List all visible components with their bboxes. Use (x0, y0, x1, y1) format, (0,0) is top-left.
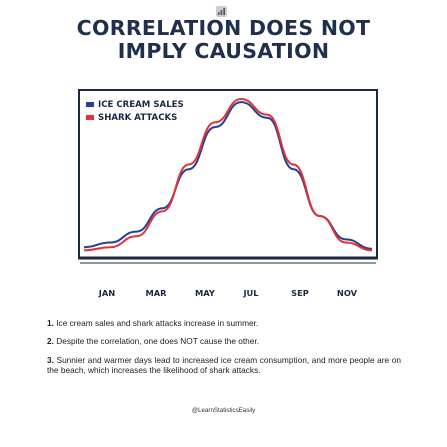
title-line-1: CORRELATION DOES NOT (76, 16, 371, 40)
legend-item-shark-attacks: SHARK ATTACKS (86, 111, 231, 124)
legend-swatch-shark-attacks (86, 115, 94, 120)
title-line-2: IMPLY CAUSATION (117, 39, 330, 63)
note-item: 3. Sunnier and warmer days lead to incre… (47, 355, 401, 376)
legend-item-ice-cream: ICE CREAM SALES (86, 98, 231, 111)
note-item: 1. Ice cream sales and shark attacks inc… (47, 318, 401, 328)
note-text: Ice cream sales and shark attacks increa… (56, 318, 259, 328)
credit-text: @LearnStatisticsEasily (191, 407, 256, 414)
plot-frame (78, 89, 378, 259)
note-text: Despite the correlation, one does NOT ca… (56, 336, 260, 347)
legend-swatch-ice-cream (86, 102, 94, 107)
note-item: 2. Despite the correlation, one does NOT… (47, 336, 401, 346)
x-tick-label: NOV (336, 288, 358, 298)
note-number: 3. (47, 354, 54, 365)
chart: ICE CREAM SALES SHARK ATTACKS (78, 89, 378, 272)
x-tick-label: JUL (243, 288, 259, 298)
chart-svg (78, 89, 378, 264)
note-text: Sunnier and warmer days lead to increase… (47, 354, 401, 376)
legend-label-ice-cream: ICE CREAM SALES (98, 99, 184, 110)
brand-logo-icon (216, 6, 227, 17)
page-title: CORRELATION DOES NOT IMPLY CAUSATION (0, 17, 447, 63)
x-tick-label: JAN (98, 288, 116, 298)
note-number: 2. (47, 336, 54, 347)
x-tick-label: MAR (145, 288, 167, 298)
series-line-shark-attacks (83, 97, 373, 252)
notes-list: 1. Ice cream sales and shark attacks inc… (47, 318, 401, 384)
legend: ICE CREAM SALES SHARK ATTACKS (86, 98, 231, 124)
x-tick-label: MAY (195, 288, 215, 298)
legend-label-shark-attacks: SHARK ATTACKS (98, 112, 178, 123)
x-tick-label: SEP (291, 288, 309, 298)
note-number: 1. (47, 318, 54, 328)
